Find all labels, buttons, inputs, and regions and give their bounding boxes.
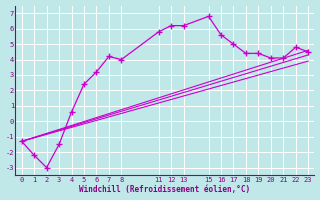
X-axis label: Windchill (Refroidissement éolien,°C): Windchill (Refroidissement éolien,°C) (79, 185, 251, 194)
